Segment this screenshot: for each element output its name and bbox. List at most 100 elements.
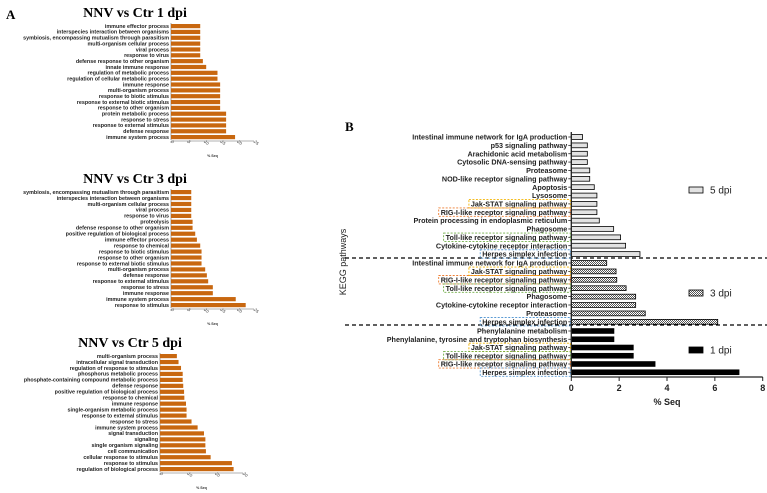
bar <box>160 425 198 430</box>
bar <box>160 437 206 442</box>
category-label: multi-organism process <box>108 88 169 94</box>
bar <box>171 279 209 284</box>
x-tick-label: 15 <box>220 307 227 314</box>
bar <box>171 82 221 87</box>
category-label: phosphate-containing compound metabolic … <box>24 378 158 384</box>
bar-5-dpi <box>570 217 600 224</box>
bar-3-dpi <box>570 268 617 275</box>
pathway-label: Jak-STAT signaling pathway <box>471 267 567 276</box>
category-label: immune effector process <box>105 24 169 30</box>
x-tick-label: 5 <box>187 307 193 313</box>
category-label: response to stress <box>121 285 169 291</box>
pathway-label: Jak-STAT signaling pathway <box>471 199 567 208</box>
bar <box>160 371 183 377</box>
pathway-label: Phenylalanine, tyrosine and tryptophan b… <box>387 335 568 344</box>
pathway-label: Jak-STAT signaling pathway <box>471 343 567 352</box>
bar <box>160 449 206 454</box>
category-label: defense response <box>112 384 158 390</box>
pathway-label: Cytokine-cytokine receptor interaction <box>436 301 567 310</box>
category-label: response to virus <box>124 53 169 59</box>
bar <box>160 443 206 448</box>
bar-5-dpi <box>570 209 598 216</box>
x-tick-label: 25 <box>253 139 260 146</box>
bar <box>160 419 192 424</box>
x-tick-label: 10 <box>187 471 194 478</box>
category-label: response to chemical <box>114 243 170 249</box>
x-tick-label: 10 <box>203 307 210 314</box>
x-tick-label: 10 <box>203 139 210 146</box>
bar <box>171 261 202 266</box>
bar-1-dpi <box>570 344 634 351</box>
category-label: proteolysis <box>140 220 169 226</box>
bar <box>160 401 187 406</box>
bar <box>171 249 202 254</box>
category-label: response to external stimulus <box>82 413 158 419</box>
bar <box>171 94 221 99</box>
pathway-label: Cytosolic DNA-sensing pathway <box>457 158 567 167</box>
category-label: response to biotic stimulus <box>99 249 169 255</box>
pathway-label: RIG-I-like receptor signaling pathway <box>441 360 568 369</box>
bar-3-dpi <box>570 293 637 300</box>
bar <box>160 455 211 460</box>
category-label: immune system process <box>106 297 169 303</box>
legend-swatch <box>688 346 704 354</box>
bar <box>171 297 236 302</box>
category-label: innate immune response <box>105 65 169 71</box>
chart-2: NNV vs Ctr 3 dpi symbiosis, encompassing … <box>23 172 260 326</box>
category-label: regulation of cellular metabolic process <box>67 76 169 82</box>
panel-label-a: A <box>6 7 16 22</box>
pathway-highlight-box <box>479 317 571 327</box>
x-tick-label: 25 <box>253 307 260 314</box>
bar-5-dpi <box>570 150 588 157</box>
bar-1-dpi <box>570 361 656 367</box>
pathway-label: Proteasome <box>526 166 567 175</box>
category-label: viral process <box>136 47 169 53</box>
bar <box>171 35 201 40</box>
x-axis-label: % Seq <box>207 154 218 158</box>
bar <box>171 24 201 29</box>
chart-title: NNV vs Ctr 1 dpi <box>83 6 187 21</box>
pathway-label: RIG-I-like receptor signaling pathway <box>441 275 568 284</box>
bar-3-dpi <box>570 285 627 291</box>
category-label: response to stress <box>110 419 158 425</box>
chart-title: NNV vs Ctr 5 dpi <box>78 336 182 351</box>
bar <box>160 377 183 382</box>
category-label: viral process <box>136 208 169 214</box>
category-label: defense response to other organism <box>76 59 169 65</box>
category-label: immune response <box>123 82 169 88</box>
bar <box>171 201 192 207</box>
bar <box>171 291 213 296</box>
category-label: positive regulation of biological proces… <box>66 232 169 238</box>
bar <box>171 76 218 81</box>
bar-1-dpi <box>570 336 615 343</box>
bar <box>171 213 192 218</box>
pathway-label: Apoptosis <box>532 183 567 192</box>
bar <box>160 354 177 359</box>
bar <box>171 123 227 128</box>
category-label: multi-organism cellular process <box>88 41 169 47</box>
bar <box>160 395 185 400</box>
bar-5-dpi <box>570 184 595 190</box>
bar-5-dpi <box>570 175 591 182</box>
bar <box>171 190 192 195</box>
bar <box>160 383 184 388</box>
bar <box>171 64 207 70</box>
bar <box>171 285 213 290</box>
category-label: immune system process <box>95 425 158 431</box>
pathway-highlight-box <box>443 351 571 361</box>
pathway-highlight-box <box>479 367 571 377</box>
x-tick-label: 5 <box>187 139 193 145</box>
category-label: intracellular signal transduction <box>76 360 158 366</box>
chart-3: NNV vs Ctr 5 dpi multi-organism processin… <box>24 336 250 490</box>
category-label: cellular response to stimulus <box>83 455 158 461</box>
category-label: immune system process <box>106 135 169 141</box>
bar <box>160 431 204 436</box>
bar-5-dpi <box>570 142 588 149</box>
pathway-label: Phagosome <box>527 292 568 301</box>
bar <box>171 267 206 272</box>
bar <box>160 407 187 412</box>
legend-swatch <box>688 289 704 297</box>
bar-3-dpi <box>570 310 646 317</box>
category-label: symbiosis, encompassing mutualism throug… <box>23 36 169 42</box>
